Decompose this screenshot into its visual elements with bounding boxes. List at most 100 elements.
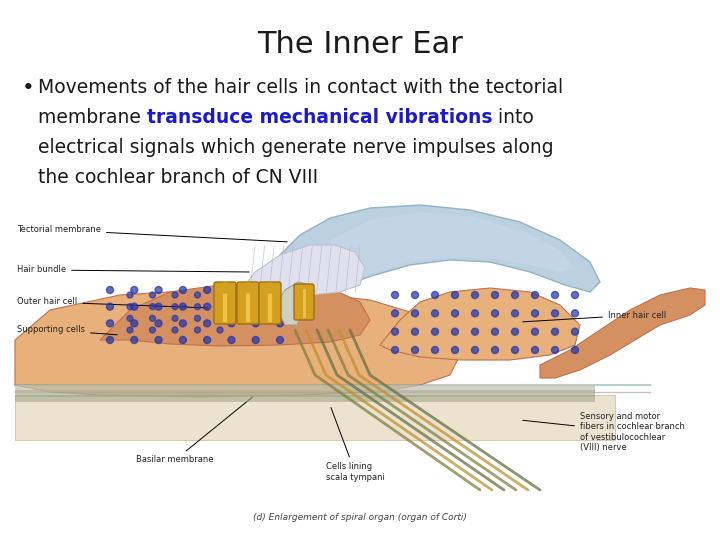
Text: Supporting cells: Supporting cells: [17, 326, 117, 335]
Circle shape: [228, 303, 235, 310]
Circle shape: [431, 347, 438, 354]
Circle shape: [572, 347, 578, 354]
Circle shape: [127, 327, 133, 333]
Circle shape: [392, 310, 398, 317]
Circle shape: [451, 292, 459, 299]
Circle shape: [276, 320, 284, 327]
Text: membrane: membrane: [38, 108, 147, 127]
Text: Basilar membrane: Basilar membrane: [136, 397, 253, 464]
Circle shape: [492, 292, 498, 299]
Circle shape: [172, 292, 178, 298]
Circle shape: [179, 303, 186, 310]
Circle shape: [572, 292, 578, 299]
Circle shape: [172, 327, 178, 333]
Circle shape: [412, 292, 418, 299]
Circle shape: [204, 287, 211, 294]
FancyBboxPatch shape: [15, 390, 595, 397]
Text: transduce mechanical vibrations: transduce mechanical vibrations: [147, 108, 492, 127]
Text: •: •: [22, 78, 35, 98]
Text: The Inner Ear: The Inner Ear: [257, 30, 463, 59]
Text: Hair bundle: Hair bundle: [17, 266, 249, 274]
Circle shape: [531, 347, 539, 354]
Circle shape: [179, 287, 186, 294]
Circle shape: [552, 347, 559, 354]
Circle shape: [265, 283, 275, 293]
Circle shape: [276, 303, 284, 310]
Circle shape: [572, 328, 578, 335]
Circle shape: [220, 283, 230, 293]
Circle shape: [252, 287, 259, 294]
Circle shape: [217, 303, 223, 309]
Circle shape: [155, 320, 162, 327]
Circle shape: [155, 336, 162, 343]
Circle shape: [472, 347, 479, 354]
Circle shape: [531, 292, 539, 299]
Circle shape: [472, 328, 479, 335]
Circle shape: [392, 292, 398, 299]
Circle shape: [127, 292, 133, 298]
Circle shape: [511, 328, 518, 335]
Circle shape: [552, 310, 559, 317]
Circle shape: [155, 303, 162, 310]
Circle shape: [194, 315, 200, 321]
Circle shape: [451, 347, 459, 354]
Circle shape: [217, 292, 223, 298]
Circle shape: [131, 287, 138, 294]
Circle shape: [107, 287, 114, 294]
Circle shape: [531, 328, 539, 335]
Circle shape: [392, 328, 398, 335]
Circle shape: [204, 320, 211, 327]
Circle shape: [531, 310, 539, 317]
Circle shape: [412, 328, 418, 335]
Circle shape: [204, 303, 211, 310]
Circle shape: [451, 310, 459, 317]
Circle shape: [431, 292, 438, 299]
Circle shape: [131, 320, 138, 327]
Polygon shape: [100, 282, 370, 346]
Circle shape: [204, 336, 211, 343]
Circle shape: [172, 315, 178, 321]
Circle shape: [511, 292, 518, 299]
Circle shape: [179, 336, 186, 343]
Circle shape: [412, 347, 418, 354]
Polygon shape: [270, 205, 600, 292]
Circle shape: [492, 310, 498, 317]
Circle shape: [194, 292, 200, 298]
Circle shape: [150, 292, 156, 298]
Circle shape: [194, 327, 200, 333]
Text: the cochlear branch of CN VIII: the cochlear branch of CN VIII: [38, 168, 318, 187]
Circle shape: [431, 328, 438, 335]
Circle shape: [252, 303, 259, 310]
Polygon shape: [240, 245, 365, 295]
Circle shape: [172, 303, 178, 309]
Polygon shape: [380, 288, 580, 360]
Circle shape: [392, 347, 398, 354]
Circle shape: [150, 327, 156, 333]
Circle shape: [150, 315, 156, 321]
FancyBboxPatch shape: [15, 385, 595, 392]
Text: (d) Enlargement of spiral organ (organ of Corti): (d) Enlargement of spiral organ (organ o…: [253, 513, 467, 522]
Circle shape: [131, 303, 138, 310]
Circle shape: [472, 292, 479, 299]
Circle shape: [511, 310, 518, 317]
Circle shape: [412, 310, 418, 317]
Text: Outer hair cell: Outer hair cell: [17, 298, 207, 308]
Circle shape: [150, 303, 156, 309]
Text: Cells lining
scala tympani: Cells lining scala tympani: [325, 408, 384, 482]
Circle shape: [511, 347, 518, 354]
Circle shape: [131, 336, 138, 343]
Text: Movements of the hair cells in contact with the tectorial: Movements of the hair cells in contact w…: [38, 78, 563, 97]
Circle shape: [243, 283, 253, 293]
Circle shape: [107, 303, 114, 310]
Text: electrical signals which generate nerve impulses along: electrical signals which generate nerve …: [38, 138, 554, 157]
Text: into: into: [492, 108, 534, 127]
Circle shape: [252, 336, 259, 343]
Circle shape: [107, 320, 114, 327]
Circle shape: [451, 328, 459, 335]
Polygon shape: [15, 290, 460, 397]
Circle shape: [552, 328, 559, 335]
Circle shape: [252, 320, 259, 327]
Circle shape: [179, 320, 186, 327]
FancyBboxPatch shape: [237, 282, 259, 324]
Circle shape: [492, 328, 498, 335]
